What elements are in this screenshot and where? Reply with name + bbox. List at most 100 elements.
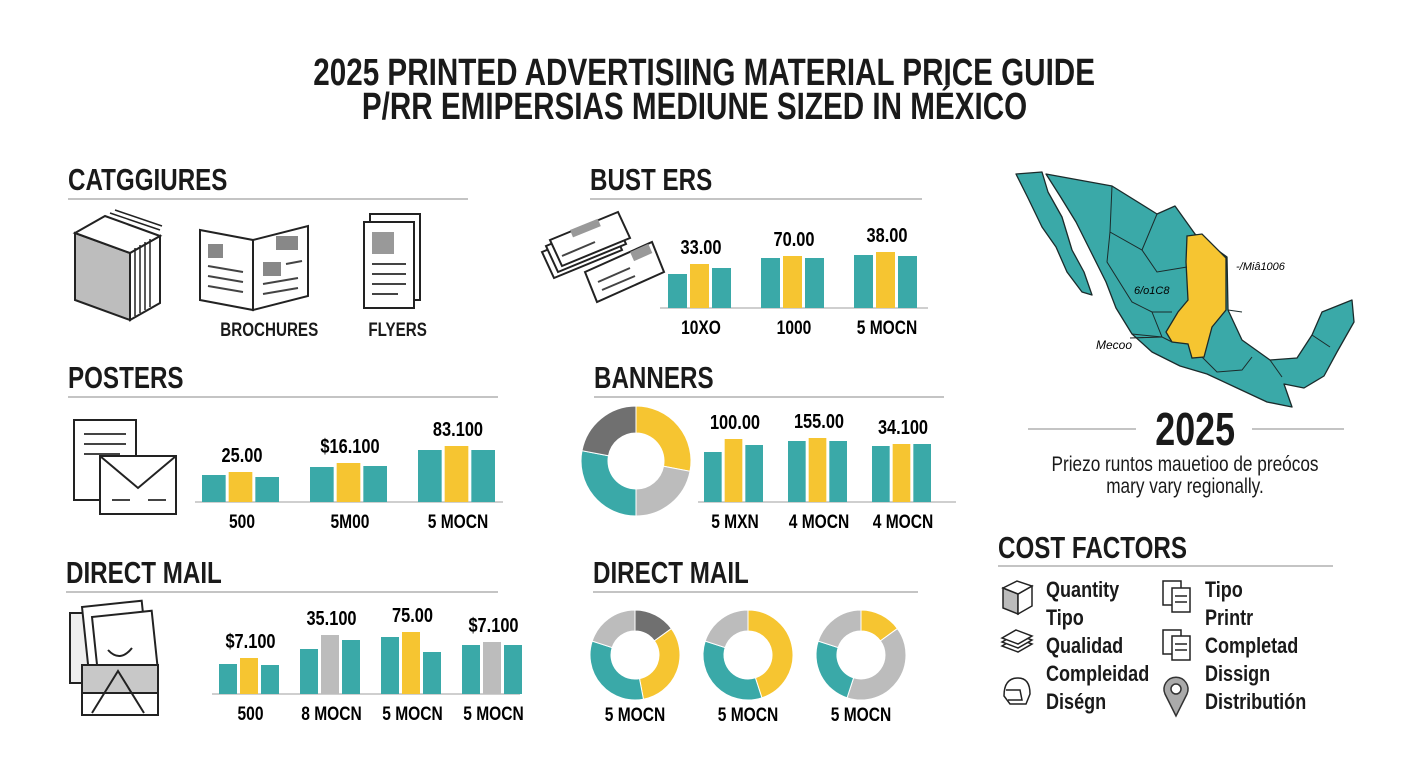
flyers-label: FLYERS [368,320,428,341]
cost-factors-heading: COST FACTORS [998,530,1187,565]
bar [854,255,873,308]
donut-slice [591,609,636,649]
bar-value-label: 70.00 [774,227,815,250]
bar [876,252,895,308]
bar [913,444,931,502]
bar [504,645,522,694]
cost-factor: Qualidad [1046,633,1124,658]
direct-mail-donuts-heading: DIRECT MAIL [593,555,749,590]
map-label: -/Miâ1006 [1236,261,1286,273]
cost-factor-icons-right [1162,580,1191,718]
note-line-1: Priezo runtos mauetioo de preócos [1051,453,1319,476]
bar [712,268,731,308]
bar [745,445,763,502]
note-line-2: mary vary regionally. [1106,475,1264,498]
donut-slice [702,640,763,701]
category-label: 5 MOCN [463,703,524,725]
bar [872,446,890,502]
bar [402,632,420,694]
category-label: 5 MXN [711,511,759,533]
category-label: 500 [229,511,255,533]
business-cards-icon [540,210,666,304]
page-subtitle: P/RR EMIPERSIAS MEDIUNE SIZED IN MÉXICO [361,86,1027,128]
category-label: 5 MOCN [857,317,918,339]
bar [690,264,709,308]
bar [829,441,847,502]
donut-label: 5 MOCN [831,704,892,726]
mail-box-icon [69,599,160,716]
book-stack-icon [72,209,163,322]
category-label: 5 MOCN [428,511,489,533]
bar [471,450,495,502]
bar [668,274,687,308]
donut-slice [589,640,645,701]
donut-slice [815,640,855,699]
bar [423,652,441,694]
category-label: 4 MOCN [789,511,850,533]
cost-factor: Tipo [1046,605,1084,630]
bar-value-label: 155.00 [794,409,844,432]
mexico-map: -/Miâ1006 6/o1C8 Mecoo [1015,171,1355,408]
regional-note: Priezo runtos mauetioo de preócos mary v… [1020,454,1350,498]
letter-envelope-icon [73,419,177,515]
posters-heading: POSTERS [68,360,184,395]
busters-bar-chart: 33.00 10XO 70.00 1000 38.00 5 MOCN [660,223,928,339]
documents-icon [1162,629,1191,661]
donut-slice [638,627,681,700]
category-label: 4 MOCN [873,511,934,533]
posters-bar-chart: 25.00 500 $16.100 5M00 83.100 5 MOCN [195,417,503,533]
bar [202,475,226,502]
direct-mail-heading: DIRECT MAIL [66,555,222,590]
banners-donut-chart [580,405,692,517]
cost-factor: Compleidad [1046,661,1150,686]
donut-slice [704,609,749,649]
bar [228,472,253,502]
divider [1028,428,1136,430]
donut-slice [635,465,691,517]
donut-slice [817,609,862,649]
bar-value-label: 34.100 [878,415,928,438]
map-label: 6/o1C8 [1134,285,1170,297]
bar [310,467,334,502]
divider [66,591,498,593]
busters-heading: BUST ERS [590,162,713,197]
bar [444,446,469,502]
donut-label: 5 MOCN [718,704,779,726]
baja-california-region [1015,171,1093,296]
cost-factor-icons-left [1000,580,1034,705]
location-pin-icon [1163,676,1189,718]
donut-slice [747,609,794,699]
bar-value-label: 25.00 [222,443,263,466]
bar [381,637,399,694]
bar-value-label: 75.00 [392,603,433,626]
category-label: 5M00 [331,511,370,533]
banners-bar-chart: 100.00 5 MXN 155.00 4 MOCN 34.100 4 MOCN [698,409,956,533]
bar [321,635,339,694]
divider [68,198,468,200]
document-icon [1162,580,1191,613]
bar-value-label: 33.00 [681,235,722,258]
cost-factor: Printr [1205,605,1254,630]
bar [892,444,911,502]
bar [462,645,480,694]
flyer-icon [363,213,421,309]
category-label: 1000 [777,317,812,339]
donut-slice [846,627,907,701]
bar-value-label: $16.100 [320,434,379,457]
helmet-icon [1003,677,1031,705]
category-label: 500 [238,703,264,725]
cost-factors-right-list: Tipo Printr Completad Dissign Distributi… [1205,576,1328,716]
donut-slice [581,405,637,457]
direct-mail-donut-charts: 5 MOCN 5 MOCN 5 MOCN [589,609,907,726]
direct-mail-bar-chart: $7.100 500 35.100 8 MOCN 75.00 5 MOCN $7.100 5 … [212,603,524,725]
divider [590,198,922,200]
paper-stack-icon [1000,629,1034,653]
bar [483,642,501,694]
bar [761,258,780,308]
donut-label: 5 MOCN [605,704,666,726]
bar [363,466,387,502]
bar [808,438,827,502]
bar-value-label: 83.100 [433,417,483,440]
divider [594,396,944,398]
brochures-label: BROCHURES [220,320,319,341]
